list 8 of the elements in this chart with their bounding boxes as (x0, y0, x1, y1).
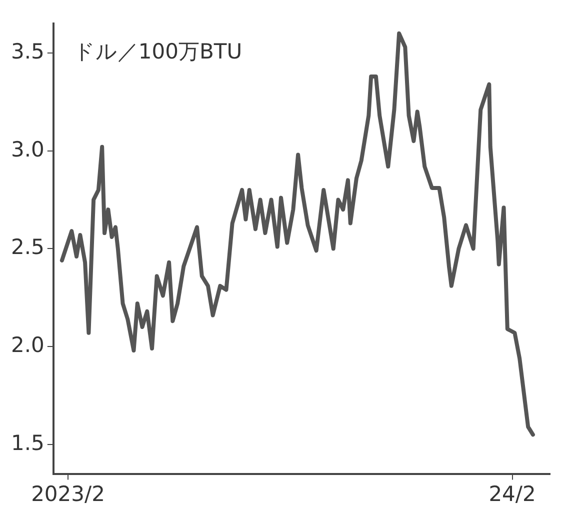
x-tick-label: 24/2 (488, 482, 536, 506)
y-tick-label: 1.5 (10, 430, 44, 455)
y-tick-label: 3.0 (10, 137, 44, 162)
y-tick-label: 2.0 (10, 333, 44, 358)
y-tick-label: 3.5 (10, 39, 44, 64)
x-tick-label: 2023/2 (31, 482, 105, 506)
y-tick-label: 2.5 (10, 235, 44, 260)
y-axis-title: ドル／100万BTU (73, 39, 242, 64)
